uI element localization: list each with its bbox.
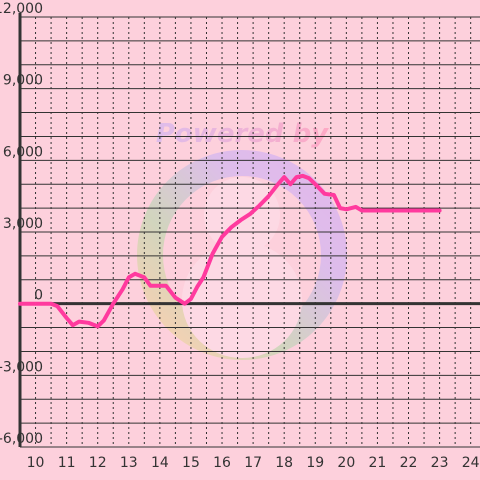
x-tick-label: 13 (120, 455, 138, 471)
watermark-ring (137, 150, 347, 360)
x-tick-label: 14 (151, 455, 169, 471)
grid (20, 16, 480, 448)
x-tick-label: 23 (431, 455, 449, 471)
x-tick-label: 15 (182, 455, 200, 471)
watermark-figure (182, 242, 302, 358)
x-tick-label: 18 (275, 455, 293, 471)
axes (18, 13, 480, 447)
y-tick-label: 9,000 (3, 73, 43, 89)
x-tick-label: 12 (89, 455, 107, 471)
y-tick-label: 3,000 (3, 216, 43, 232)
x-tick-label: 10 (27, 455, 45, 471)
watermark: Powered by (137, 119, 347, 360)
x-tick-label: 17 (244, 455, 262, 471)
x-tick-label: 22 (400, 455, 418, 471)
x-tick-label: 11 (58, 455, 76, 471)
y-tick-label: -6,000 (0, 431, 43, 447)
tick-labels: -6,000 -3,000 0 3,000 6,000 9,000 12,000 10 11 12… (0, 1, 480, 471)
x-tick-label: 21 (369, 455, 387, 471)
x-tick-label: 19 (306, 455, 324, 471)
y-tick-label: 12,000 (0, 1, 43, 17)
y-tick-label: 6,000 (3, 144, 43, 160)
y-tick-label: 0 (34, 288, 43, 304)
series (18, 173, 442, 329)
x-tick-label: 16 (213, 455, 231, 471)
watermark-text: Powered by (156, 119, 329, 149)
x-tick-label: 20 (337, 455, 355, 471)
series-line (18, 173, 442, 329)
x-tick-label: 24 (462, 455, 480, 471)
y-tick-label: -3,000 (0, 359, 43, 375)
